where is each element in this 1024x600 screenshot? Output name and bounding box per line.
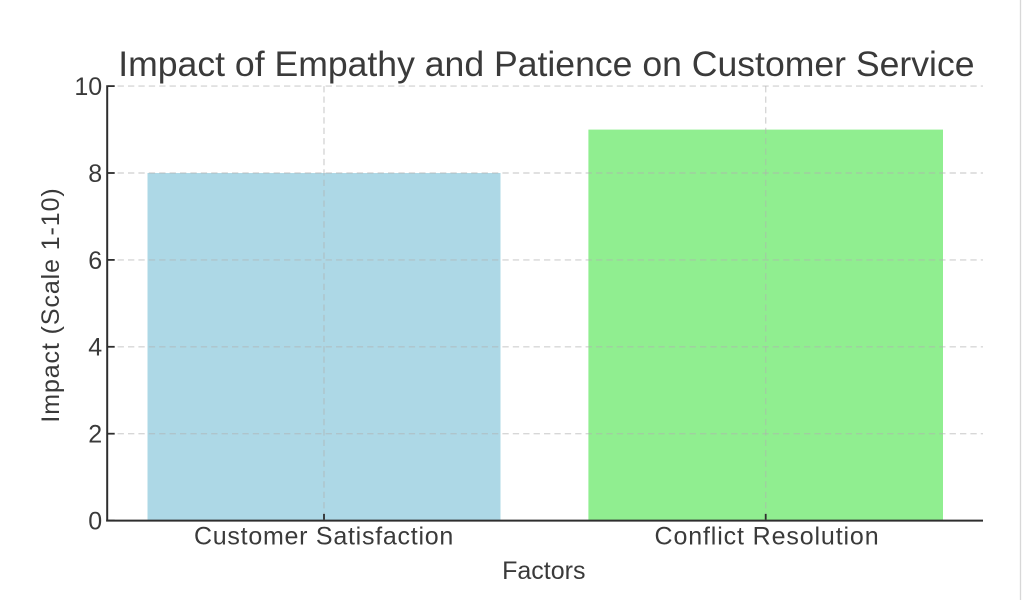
- svg-text:Conflict Resolution: Conflict Resolution: [655, 523, 880, 551]
- svg-text:10: 10: [74, 73, 102, 101]
- svg-text:Factors: Factors: [502, 557, 585, 585]
- svg-text:4: 4: [88, 334, 102, 362]
- svg-text:6: 6: [88, 247, 102, 275]
- svg-text:8: 8: [88, 160, 102, 188]
- svg-text:2: 2: [88, 421, 102, 449]
- svg-text:Impact of Empathy and Patience: Impact of Empathy and Patience on Custom…: [118, 44, 974, 84]
- svg-text:Customer Satisfaction: Customer Satisfaction: [194, 523, 454, 551]
- svg-text:Impact (Scale 1-10): Impact (Scale 1-10): [37, 187, 65, 422]
- svg-text:0: 0: [88, 508, 102, 536]
